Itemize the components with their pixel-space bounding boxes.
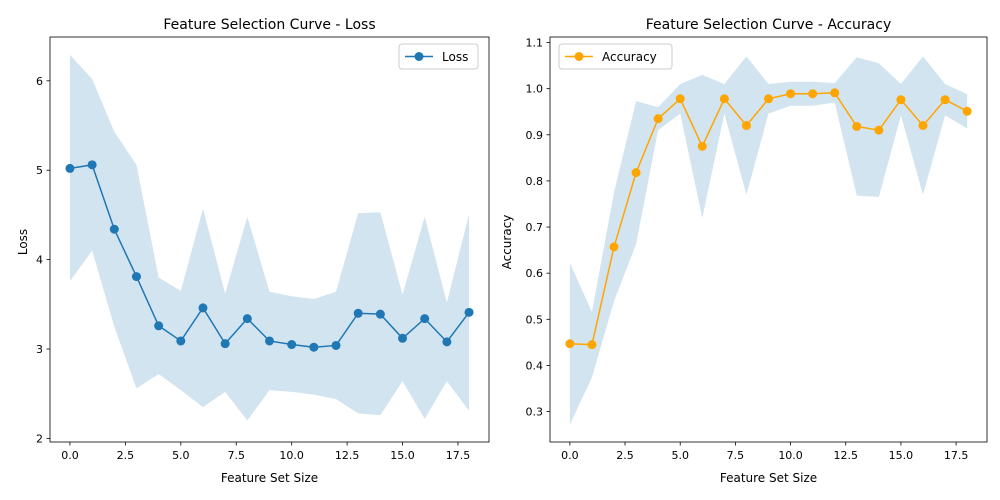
accuracy-y-tick-label: 0.5 bbox=[526, 313, 544, 326]
loss-data-point bbox=[398, 333, 408, 343]
loss-x-tick-label: 17.5 bbox=[446, 449, 471, 462]
loss-y-axis-label: Loss bbox=[16, 229, 30, 255]
accuracy-data-point bbox=[764, 94, 773, 104]
loss-data-point bbox=[265, 336, 274, 346]
accuracy-legend-label: Accuracy bbox=[602, 50, 657, 64]
accuracy-data-point bbox=[918, 121, 928, 131]
accuracy-x-tick-label: 7.5 bbox=[727, 449, 745, 462]
accuracy-data-point bbox=[675, 94, 685, 104]
accuracy-data-point bbox=[653, 114, 663, 124]
loss-chart: Feature Selection Curve - Loss Feature S… bbox=[16, 17, 490, 485]
loss-data-point bbox=[242, 314, 252, 324]
loss-data-point bbox=[87, 160, 97, 170]
accuracy-y-tick-label: 0.3 bbox=[526, 406, 544, 419]
accuracy-data-point bbox=[609, 242, 619, 252]
accuracy-y-tick-label: 0.7 bbox=[526, 221, 544, 234]
loss-x-tick-label: 2.5 bbox=[117, 449, 135, 462]
loss-y-tick-label: 5 bbox=[36, 164, 43, 177]
accuracy-y-tick-label: 0.4 bbox=[526, 359, 544, 372]
accuracy-legend-frame bbox=[558, 43, 673, 70]
accuracy-data-point bbox=[697, 141, 707, 151]
accuracy-y-tick-label: 0.8 bbox=[526, 175, 544, 188]
loss-axes-frame bbox=[49, 36, 490, 443]
accuracy-chart-title: Feature Selection Curve - Accuracy bbox=[646, 17, 892, 33]
loss-data-point bbox=[176, 336, 186, 346]
accuracy-axes-frame bbox=[549, 36, 988, 443]
accuracy-data-point bbox=[852, 121, 862, 131]
accuracy-data-point bbox=[565, 339, 575, 349]
accuracy-data-point bbox=[940, 95, 950, 105]
accuracy-data-point bbox=[896, 95, 906, 105]
accuracy-legend: Accuracy bbox=[558, 43, 673, 70]
accuracy-data-point bbox=[631, 168, 641, 178]
loss-data-point bbox=[309, 342, 319, 352]
accuracy-x-tick-label: 10.0 bbox=[778, 449, 803, 462]
accuracy-x-tick-label: 17.5 bbox=[944, 449, 969, 462]
accuracy-x-tick-label: 12.5 bbox=[833, 449, 858, 462]
accuracy-x-tick-label: 15.0 bbox=[889, 449, 914, 462]
accuracy-x-tick-label: 5.0 bbox=[671, 449, 689, 462]
loss-data-point bbox=[375, 309, 385, 319]
loss-x-tick-label: 5.0 bbox=[172, 449, 190, 462]
loss-y-tick-label: 2 bbox=[36, 432, 43, 445]
loss-data-point bbox=[464, 307, 474, 317]
loss-data-point bbox=[331, 340, 341, 350]
loss-legend-frame bbox=[398, 43, 479, 70]
loss-chart-title: Feature Selection Curve - Loss bbox=[163, 17, 375, 33]
loss-x-tick-label: 10.0 bbox=[279, 449, 304, 462]
accuracy-data-point bbox=[587, 340, 597, 350]
accuracy-data-point bbox=[808, 89, 818, 99]
accuracy-data-point bbox=[830, 88, 840, 98]
loss-data-point bbox=[220, 339, 230, 349]
loss-legend-marker bbox=[414, 52, 424, 61]
loss-data-point bbox=[131, 272, 141, 282]
accuracy-confidence-band bbox=[569, 56, 968, 425]
accuracy-x-axis-label: Feature Set Size bbox=[720, 471, 817, 485]
accuracy-y-axis-label: Accuracy bbox=[500, 215, 514, 270]
accuracy-legend-marker bbox=[574, 52, 584, 61]
loss-y-tick-label: 3 bbox=[36, 343, 43, 356]
loss-legend-label: Loss bbox=[442, 50, 468, 64]
loss-data-point bbox=[420, 314, 430, 324]
loss-y-tick-label: 4 bbox=[36, 254, 43, 267]
accuracy-data-point bbox=[786, 89, 796, 99]
accuracy-data-point bbox=[719, 94, 729, 104]
loss-confidence-band bbox=[69, 54, 470, 421]
accuracy-y-tick-label: 0.9 bbox=[526, 129, 544, 142]
loss-x-axis-label: Feature Set Size bbox=[221, 471, 318, 485]
accuracy-y-tick-label: 1.0 bbox=[526, 83, 544, 96]
accuracy-chart: Feature Selection Curve - Accuracy Featu… bbox=[500, 17, 988, 485]
loss-data-point bbox=[154, 321, 164, 331]
accuracy-plot-area: 0.0 2.5 5.0 7.5 10.0 12.5 15.0 17.5 0.3 0.4 0.5 0.6… bbox=[526, 37, 988, 462]
accuracy-data-point bbox=[741, 121, 751, 131]
loss-x-tick-label: 12.5 bbox=[335, 449, 360, 462]
loss-data-point bbox=[353, 308, 363, 318]
accuracy-x-tick-label: 2.5 bbox=[616, 449, 634, 462]
accuracy-y-tick-label: 0.6 bbox=[526, 267, 544, 280]
accuracy-data-point bbox=[874, 125, 884, 135]
loss-x-tick-label: 0.0 bbox=[61, 449, 79, 462]
loss-data-point bbox=[442, 337, 452, 347]
accuracy-x-tick-label: 0.0 bbox=[561, 449, 579, 462]
loss-data-point bbox=[287, 340, 297, 350]
loss-x-tick-label: 7.5 bbox=[227, 449, 245, 462]
loss-plot-area: 0.0 2.5 5.0 7.5 10.0 12.5 15.0 17.5 2 3 4 5 6 bbox=[36, 36, 490, 462]
loss-data-point bbox=[65, 163, 75, 173]
loss-data-point bbox=[109, 224, 119, 234]
loss-legend: Loss bbox=[398, 43, 479, 70]
loss-y-tick-label: 6 bbox=[36, 75, 43, 88]
loss-x-tick-label: 15.0 bbox=[390, 449, 415, 462]
loss-data-point bbox=[198, 303, 208, 313]
accuracy-y-tick-label: 1.1 bbox=[526, 37, 544, 50]
accuracy-data-point bbox=[962, 106, 972, 116]
